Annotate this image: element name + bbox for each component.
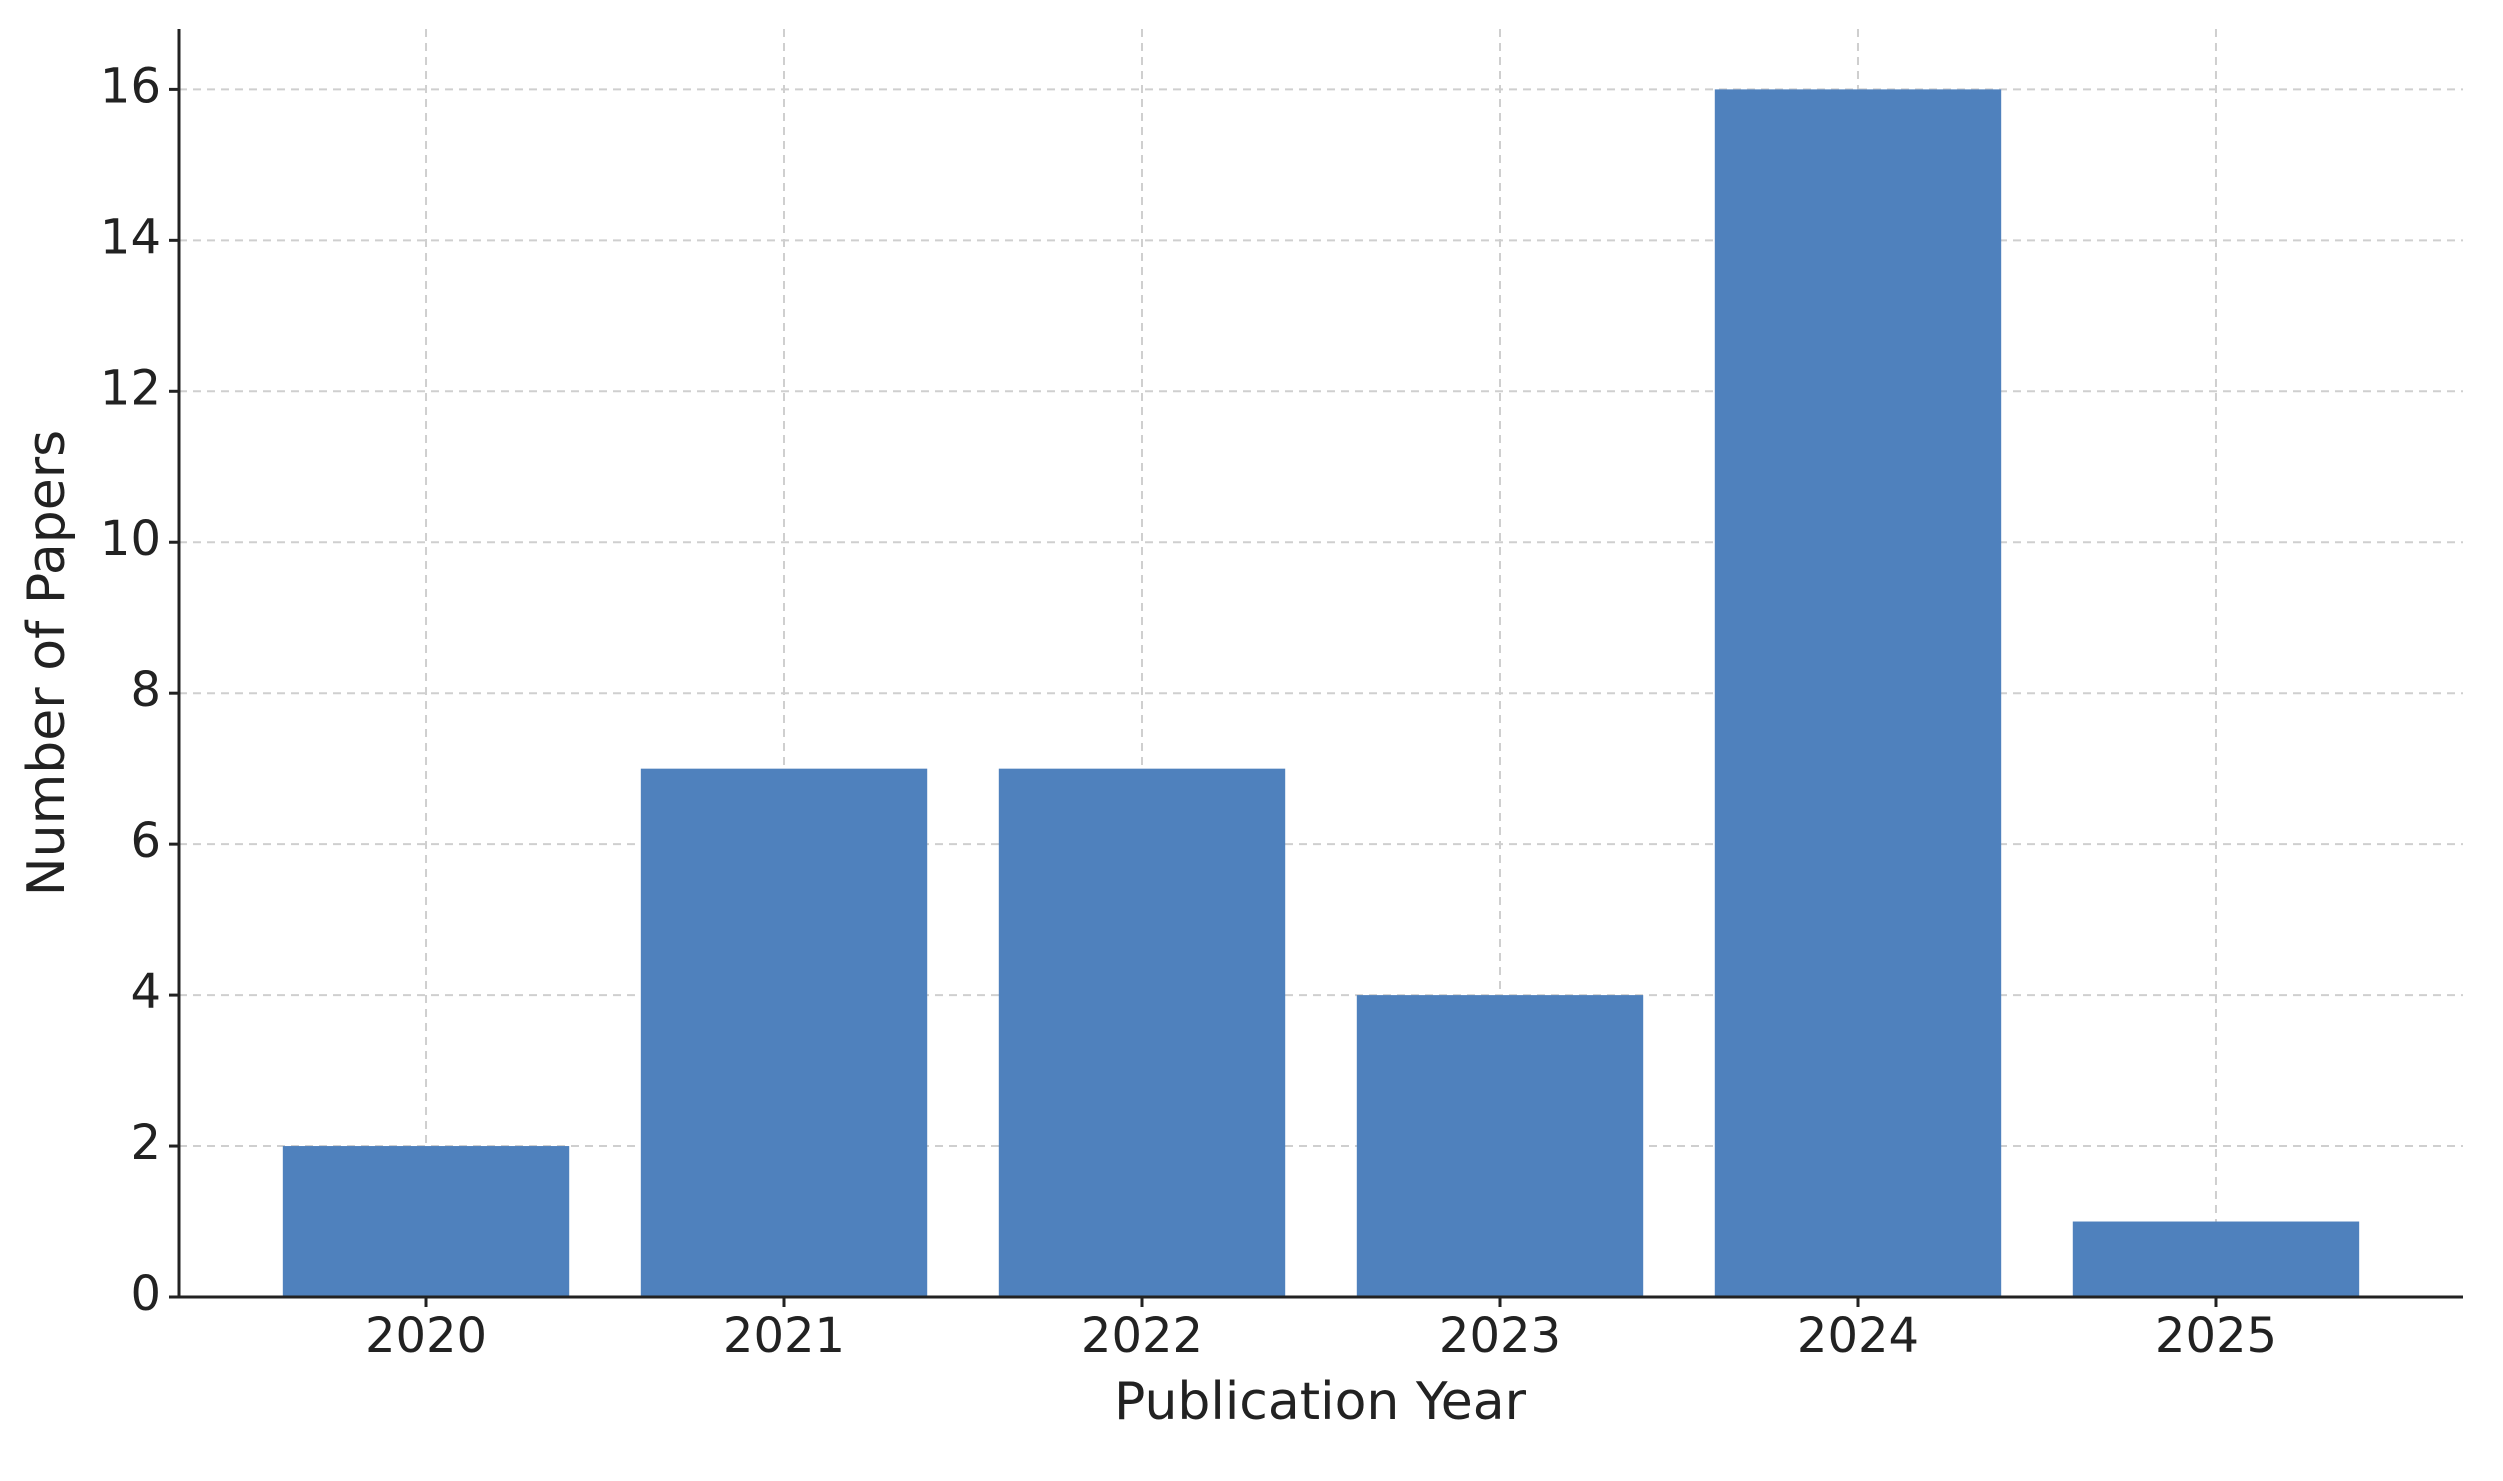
y-tick-label: 0 bbox=[130, 1266, 161, 1322]
x-axis-label: Publication Year bbox=[1114, 1372, 1527, 1432]
y-axis-label: Number of Papers bbox=[17, 430, 77, 896]
x-tick-label: 2025 bbox=[2155, 1308, 2277, 1364]
bar bbox=[640, 768, 928, 1297]
bar bbox=[2072, 1221, 2360, 1297]
bar bbox=[998, 768, 1286, 1297]
y-tick-label: 2 bbox=[130, 1115, 161, 1171]
bar bbox=[1714, 89, 2002, 1297]
bar bbox=[1356, 995, 1644, 1297]
y-tick-label: 4 bbox=[130, 964, 161, 1020]
x-tick-label: 2022 bbox=[1081, 1308, 1203, 1364]
y-tick-label: 12 bbox=[100, 360, 161, 416]
y-tick-label: 16 bbox=[100, 58, 161, 114]
y-tick-label: 8 bbox=[130, 662, 161, 718]
x-tick-label: 2020 bbox=[365, 1308, 487, 1364]
x-tick-label: 2021 bbox=[723, 1308, 845, 1364]
y-tick-label: 14 bbox=[100, 209, 161, 265]
x-tick-label: 2023 bbox=[1439, 1308, 1561, 1364]
y-tick-label: 10 bbox=[100, 511, 161, 567]
x-tick-label: 2024 bbox=[1797, 1308, 1919, 1364]
y-tick-label: 6 bbox=[130, 813, 161, 869]
bar bbox=[282, 1146, 570, 1297]
